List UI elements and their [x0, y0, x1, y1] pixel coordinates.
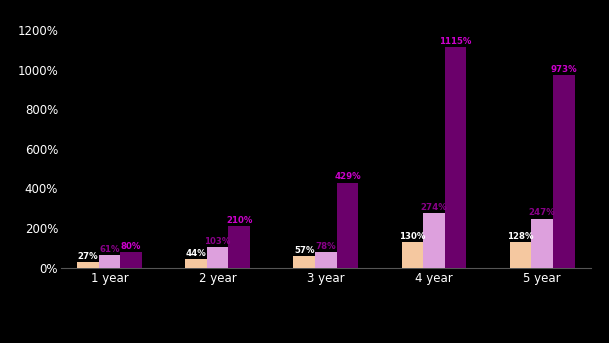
Text: 210%: 210% — [226, 216, 253, 225]
Text: 80%: 80% — [121, 241, 141, 250]
Bar — [401, 242, 423, 268]
Bar — [228, 226, 250, 268]
Bar — [185, 259, 207, 268]
Bar — [207, 247, 228, 268]
Text: 429%: 429% — [334, 173, 361, 181]
Bar — [121, 252, 142, 268]
Bar — [531, 219, 553, 268]
Bar — [315, 252, 337, 268]
Text: 1115%: 1115% — [439, 37, 472, 46]
Bar — [337, 182, 358, 268]
Text: 44%: 44% — [186, 249, 206, 258]
Text: 61%: 61% — [99, 245, 120, 254]
Text: 128%: 128% — [507, 232, 533, 241]
Text: 130%: 130% — [399, 232, 426, 241]
Text: 274%: 274% — [421, 203, 448, 212]
Bar — [294, 256, 315, 268]
Text: 247%: 247% — [529, 209, 555, 217]
Text: 103%: 103% — [205, 237, 231, 246]
Legend: NIFTY 50, NIFTY SMALLCAP 100, NIFTY SME EMERGE: NIFTY 50, NIFTY SMALLCAP 100, NIFTY SME … — [132, 338, 519, 343]
Bar — [99, 256, 121, 268]
Bar — [77, 262, 99, 268]
Text: 78%: 78% — [315, 242, 336, 251]
Bar — [445, 47, 466, 268]
Text: 57%: 57% — [294, 246, 314, 255]
Bar — [510, 242, 531, 268]
Text: 27%: 27% — [77, 252, 98, 261]
Text: 973%: 973% — [551, 65, 577, 74]
Bar — [553, 75, 574, 268]
Bar — [423, 213, 445, 268]
